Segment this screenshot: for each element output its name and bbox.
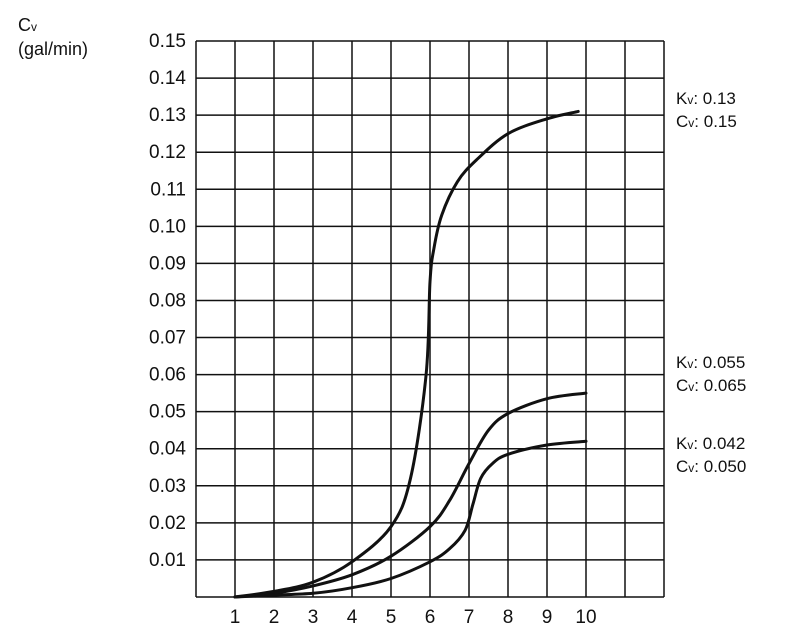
annotation-cv-1: Cv: 0.065	[676, 376, 747, 395]
cv-subscript: v	[688, 380, 695, 394]
annotation-kv-0: Kv: 0.13	[676, 89, 736, 108]
y-axis-title-subscript: v	[31, 20, 37, 34]
y-tick-label: 0.06	[149, 365, 186, 386]
y-tick-label: 0.03	[149, 476, 186, 497]
cv-value: 0.065	[703, 376, 747, 395]
y-tick-label: 0.12	[149, 142, 186, 163]
annotation-cv-0: Cv: 0.15	[676, 112, 737, 131]
y-tick-label: 0.15	[149, 31, 186, 52]
y-tick-label: 0.01	[149, 550, 186, 571]
annotation-kv-1: Kv: 0.055	[676, 353, 746, 372]
kv-value: 0.055	[702, 353, 746, 372]
x-tick-label: 7	[464, 607, 475, 628]
y-tick-label: 0.08	[149, 290, 186, 311]
kv-letter: K	[676, 353, 688, 372]
y-tick-label: 0.04	[149, 439, 186, 460]
x-tick-label: 9	[542, 607, 553, 628]
y-axis-title-symbol: C	[18, 15, 31, 35]
y-tick-label: 0.02	[149, 513, 186, 534]
y-tick-label: 0.10	[149, 216, 186, 237]
cv-value: 0.15	[703, 112, 737, 131]
kv-value: 0.13	[702, 89, 736, 108]
cv-letter: C	[676, 112, 689, 131]
kv-letter: K	[676, 434, 688, 453]
cv-subscript: v	[688, 116, 695, 130]
annotation-kv-2: Kv: 0.042	[676, 434, 746, 453]
series-line-2	[233, 439, 588, 599]
x-tick-label: 1	[230, 607, 241, 628]
x-tick-label: 2	[269, 607, 280, 628]
y-tick-label: 0.09	[149, 253, 186, 274]
cv-letter: C	[676, 457, 689, 476]
series-line-1	[233, 391, 588, 599]
y-tick-label: 0.13	[149, 105, 186, 126]
y-axis-unit: (gal/min)	[18, 39, 89, 59]
kv-subscript: v	[687, 357, 694, 371]
kv-value: 0.042	[702, 434, 746, 453]
x-tick-label: 5	[386, 607, 397, 628]
y-axis-title: Cv	[18, 14, 37, 38]
x-tick-label: 4	[347, 607, 358, 628]
x-tick-label: 8	[503, 607, 514, 628]
y-tick-label: 0.05	[149, 402, 186, 423]
series-line-0	[233, 109, 580, 599]
cv-subscript: v	[688, 461, 695, 475]
annotation-cv-2: Cv: 0.050	[676, 457, 747, 476]
x-tick-label: 6	[425, 607, 436, 628]
y-tick-label: 0.14	[149, 68, 186, 89]
x-tick-label: 3	[308, 607, 319, 628]
y-tick-label: 0.07	[149, 328, 186, 349]
kv-subscript: v	[687, 438, 694, 452]
kv-subscript: v	[687, 93, 694, 107]
x-tick-label: 10	[575, 607, 596, 628]
kv-letter: K	[676, 89, 688, 108]
cv-letter: C	[676, 376, 689, 395]
cv-value: 0.050	[703, 457, 747, 476]
y-tick-label: 0.11	[150, 179, 186, 200]
